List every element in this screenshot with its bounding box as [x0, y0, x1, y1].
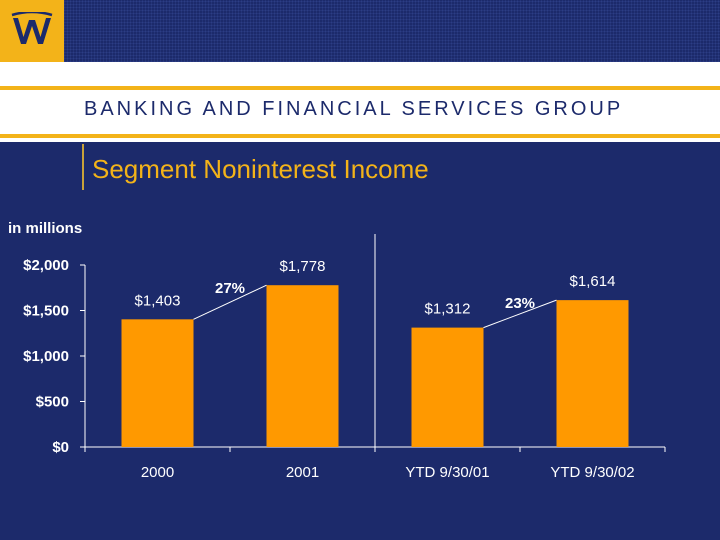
bar-chart: $0 $500 $1,000 $1,500 $2,000 $1,403 2000 $1,778…: [23, 234, 666, 481]
group-name: BANKING AND FINANCIAL SERVICES GROUP: [84, 98, 624, 120]
bar: [266, 285, 339, 447]
x-tick-label: 2000: [141, 464, 174, 481]
y-tick-label: $1,500: [23, 303, 69, 320]
y-tick-label: $0: [52, 439, 69, 456]
data-label: $1,778: [280, 258, 326, 275]
data-label: $1,403: [135, 292, 181, 309]
units-label: in millions: [8, 220, 83, 237]
data-label: $1,614: [570, 273, 616, 290]
title-rule: [82, 144, 84, 190]
banner-rule-bottom: [0, 134, 720, 138]
growth-label: 27%: [215, 280, 245, 297]
logo: [0, 0, 64, 62]
x-tick-label: YTD 9/30/01: [405, 464, 489, 481]
wachovia-w-logo-icon: [11, 12, 53, 44]
group-banner: [0, 62, 720, 142]
bar: [121, 319, 194, 447]
data-label: $1,312: [425, 301, 471, 318]
slide-title: Segment Noninterest Income: [92, 154, 429, 184]
x-tick-label: YTD 9/30/02: [550, 464, 634, 481]
x-tick-label: 2001: [286, 464, 319, 481]
growth-connector: [193, 284, 267, 320]
banner-rule-top: [0, 86, 720, 90]
header-band: [0, 0, 720, 62]
growth-label: 23%: [505, 295, 535, 312]
bar: [556, 300, 629, 447]
y-tick-label: $2,000: [23, 257, 69, 274]
bar: [411, 327, 484, 447]
y-tick-label: $1,000: [23, 348, 69, 365]
y-tick-label: $500: [36, 394, 69, 411]
growth-connector: [483, 299, 557, 329]
